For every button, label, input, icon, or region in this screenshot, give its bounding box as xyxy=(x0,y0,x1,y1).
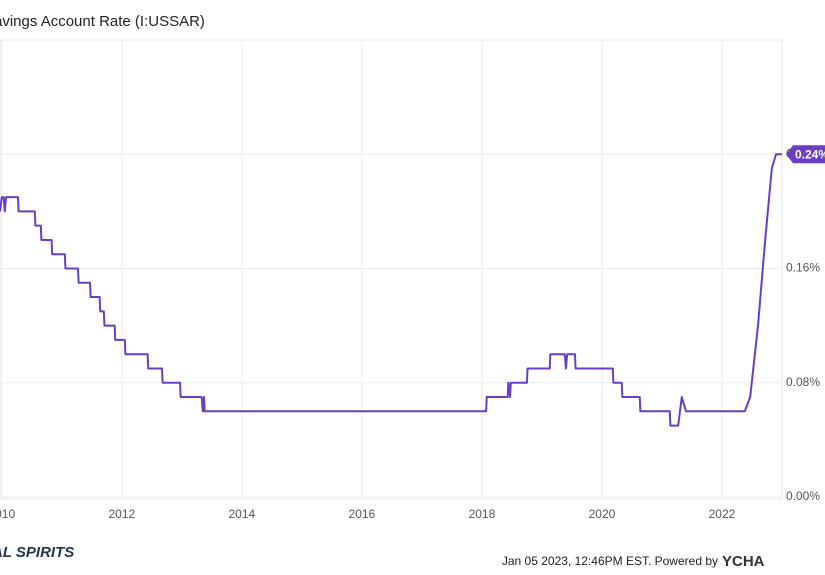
y-tick-label: 0.08% xyxy=(786,375,820,389)
x-tick-label: 2010 xyxy=(0,507,15,521)
x-tick-label: 2022 xyxy=(709,507,736,521)
brand: YCHA xyxy=(722,553,765,570)
value-marker xyxy=(786,145,825,164)
x-tick-label: 2020 xyxy=(589,507,616,521)
value-marker-label: 0.24% xyxy=(795,147,825,161)
y-tick-label: 0.00% xyxy=(786,489,820,503)
plot-frame xyxy=(0,39,783,500)
data-line xyxy=(0,153,782,427)
x-tick-label: 2016 xyxy=(349,507,376,521)
chart-title: avings Account Rate (I:USSAR) xyxy=(0,13,205,30)
x-tick-label: 2018 xyxy=(469,507,496,521)
x-tick-label: 2012 xyxy=(108,507,135,521)
x-tick-label: 2014 xyxy=(229,507,256,521)
y-tick-label: 0.16% xyxy=(786,261,820,275)
logo: AL SPIRITS xyxy=(0,544,74,561)
footer: Jan 05 2023, 12:46PM EST. Powered by xyxy=(502,554,718,568)
